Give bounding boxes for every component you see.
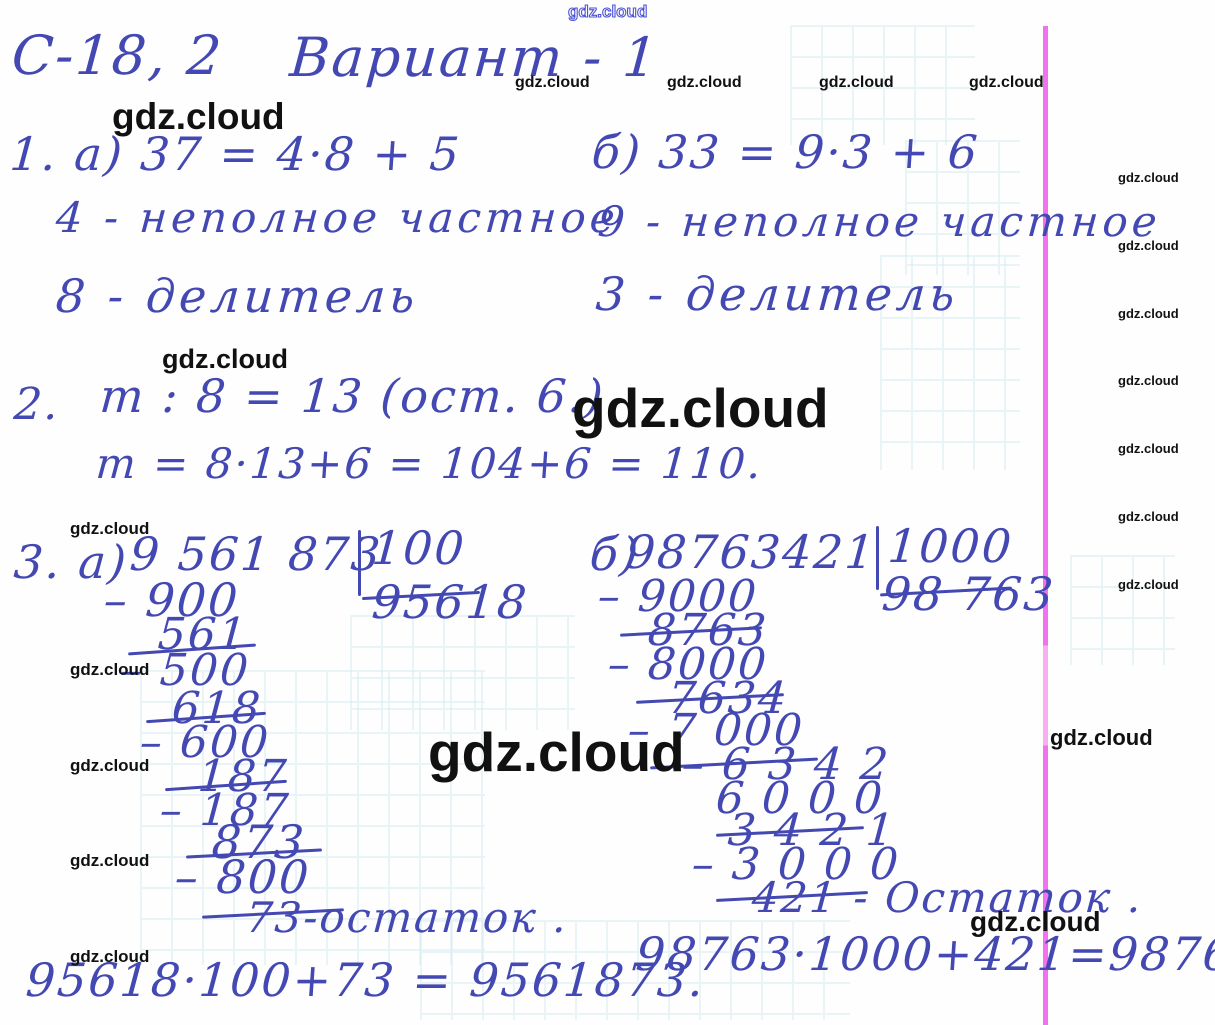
division-a-remainder: 73-остаток . — [244, 893, 570, 942]
division-b-quotient: 98 763 — [880, 567, 1057, 621]
watermark-gdz: gdz.cloud — [970, 906, 1101, 937]
problem2-line2: m = 8·13+6 = 104+6 = 110. — [94, 439, 765, 488]
grid-patch — [350, 615, 575, 730]
watermark-gdz: gdz.cloud — [1118, 373, 1179, 388]
watermark-gdz: gdz.cloud — [428, 721, 685, 783]
division-a-quotient: 95618 — [370, 575, 531, 629]
watermark-gdz: gdz.cloud — [162, 344, 288, 374]
variant-title: Вариант - 1 — [287, 26, 662, 89]
division-a-dividend: 9 561 873 — [128, 527, 385, 581]
problem1-b-note2: 3 - делитель — [594, 267, 961, 321]
watermark-gdz: gdz.cloud — [70, 660, 150, 679]
page-title: С-18, 2 — [9, 24, 226, 87]
grid-patch — [1070, 555, 1175, 665]
watermark-gdz: gdz.cloud — [1118, 170, 1179, 185]
watermark-gdz: gdz.cloud — [70, 947, 150, 966]
watermark-gdz: gdz.cloud — [1118, 306, 1179, 321]
problem1-a-note2: 8 - делитель — [54, 269, 421, 323]
problem2-number: 2. — [12, 379, 62, 430]
watermark-gdz: gdz.cloud — [1118, 509, 1179, 524]
watermark-gdz: gdz.cloud — [515, 74, 590, 91]
watermark-gdz: gdz.cloud — [667, 74, 742, 91]
watermark-gdz: gdz.cloud — [819, 74, 894, 91]
problem1-b-equation: б) 33 = 9·3 + 6 — [590, 125, 982, 179]
watermark-gdz: gdz.cloud — [112, 96, 285, 137]
watermark-gdz: gdz.cloud — [70, 756, 150, 775]
watermark-gdz: gdz.cloud — [1050, 725, 1153, 750]
watermark-gdz: gdz.cloud — [572, 377, 829, 439]
division-b-check: 98763·1000+421=98763421 — [634, 927, 1215, 981]
division-b-divisor: 1000 — [886, 519, 1015, 573]
watermark-gdz: gdz.cloud — [1118, 238, 1179, 253]
watermark-gdz: gdz.cloud — [969, 74, 1044, 91]
division-a-divisor: 100 — [370, 521, 468, 575]
watermark-gdz: gdz.cloud — [1118, 577, 1179, 592]
problem1-b-note1: 9 - неполное частное — [596, 197, 1163, 246]
watermark-gdz: gdz.cloud — [70, 519, 150, 538]
division-b-bracket-bar — [876, 526, 879, 590]
watermark-gdz: gdz.cloud — [70, 851, 150, 870]
division-b-dividend: 98763421 — [624, 525, 879, 579]
watermark-gdz: gdz.cloud — [567, 1, 648, 21]
problem2-line1: m : 8 = 13 (ост. 6.) — [98, 369, 607, 423]
margin-line — [1043, 26, 1048, 1025]
watermark-gdz: gdz.cloud — [1118, 441, 1179, 456]
division-a-bracket-bar — [358, 530, 361, 596]
problem1-a-note1: 4 - неполное частное — [54, 193, 621, 242]
